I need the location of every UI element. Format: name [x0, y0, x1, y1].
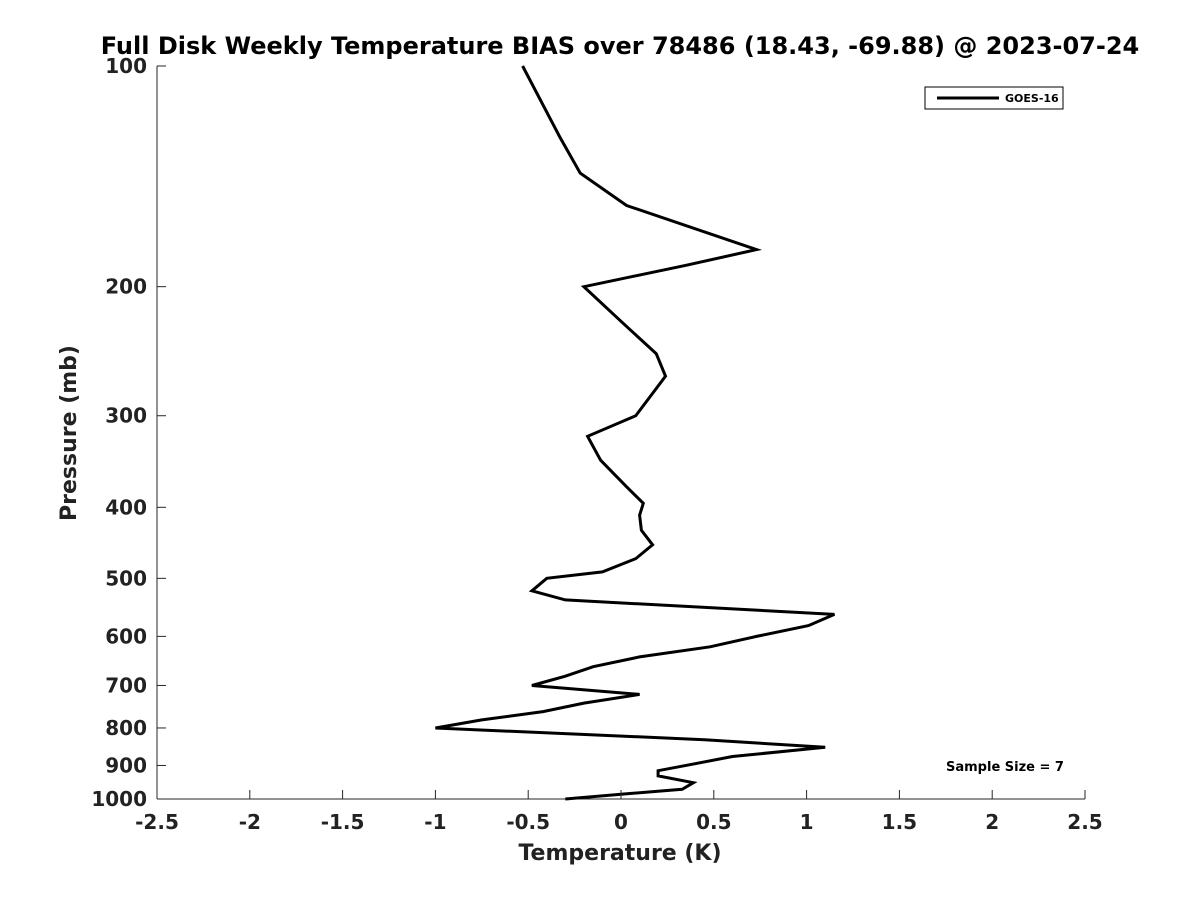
- chart-title: Full Disk Weekly Temperature BIAS over 7…: [101, 32, 1140, 60]
- x-tick-label: -2: [239, 810, 261, 834]
- y-tick-label: 600: [105, 624, 147, 648]
- series-line-goes16: [435, 65, 835, 801]
- x-tick-label: 2.5: [1067, 810, 1102, 834]
- x-axis-label: Temperature (K): [518, 841, 721, 866]
- x-tick-label: -1: [424, 810, 446, 834]
- legend-label-goes16: GOES-16: [1005, 92, 1059, 105]
- y-tick-label: 100: [105, 54, 147, 78]
- x-tick-label: -0.5: [506, 810, 550, 834]
- sample-size-annotation: Sample Size = 7: [946, 760, 1064, 775]
- y-axis-ticks: 100 200 300 400 500 600 700 800 900 1000: [91, 54, 166, 811]
- x-tick-label: 1.5: [882, 810, 917, 834]
- x-tick-label: 0.5: [696, 810, 731, 834]
- x-tick-label: 1: [800, 810, 814, 834]
- x-tick-label: 0: [614, 810, 628, 834]
- x-axis-ticks: -2.5 -2 -1.5 -1 -0.5 0 0.5 1 1.5 2 2.5: [135, 790, 1103, 834]
- y-tick-label: 300: [105, 404, 147, 428]
- y-tick-label: 900: [105, 753, 147, 777]
- plot-area: [156, 65, 1085, 801]
- x-tick-label: -1.5: [321, 810, 365, 834]
- y-tick-label: 700: [105, 673, 147, 697]
- y-tick-label: 400: [105, 495, 147, 519]
- y-axis-label: Pressure (mb): [57, 345, 82, 521]
- y-tick-label: 1000: [91, 787, 147, 811]
- x-tick-label: 2: [985, 810, 999, 834]
- y-tick-label: 800: [105, 716, 147, 740]
- legend: GOES-16: [924, 86, 1064, 110]
- y-tick-label: 500: [105, 566, 147, 590]
- y-tick-label: 200: [105, 275, 147, 299]
- x-tick-label: -2.5: [135, 810, 179, 834]
